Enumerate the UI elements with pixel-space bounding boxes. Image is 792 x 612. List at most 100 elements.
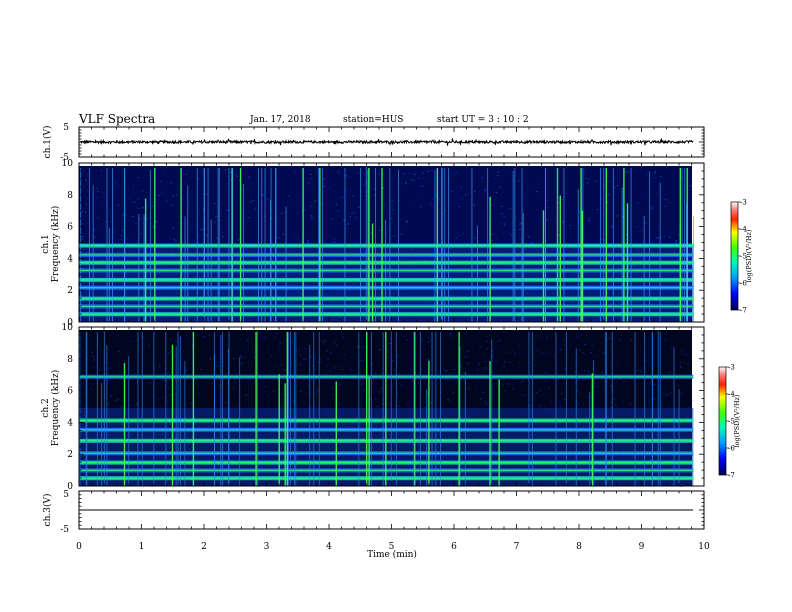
spectral-speckle [169, 379, 171, 381]
spectral-speckle [504, 216, 506, 218]
spectral-speckle [456, 232, 459, 234]
spectral-speckle [521, 242, 524, 244]
sferic-streak [290, 332, 291, 486]
sferic-streak [80, 168, 82, 322]
spectral-speckle [85, 203, 88, 205]
spectral-speckle [332, 387, 334, 389]
spectral-speckle [329, 371, 331, 373]
spectral-speckle [97, 336, 99, 338]
spectral-speckle [314, 200, 317, 202]
sferic-streak [313, 332, 315, 486]
spectral-speckle [399, 228, 402, 230]
spectral-speckle [376, 406, 378, 407]
spectral-speckle [236, 175, 238, 177]
sferic-streak [179, 336, 181, 486]
spectral-speckle [246, 394, 248, 396]
spectral-speckle [291, 341, 294, 343]
ch2-colorbar-label: log(PSD)(V²/Hz) [733, 394, 741, 447]
spectral-speckle [619, 378, 621, 380]
spectral-speckle [461, 198, 463, 200]
spectral-speckle [116, 399, 118, 401]
spectral-speckle [558, 202, 561, 204]
spectral-speckle [137, 198, 140, 200]
spectral-speckle [173, 238, 175, 240]
spectral-speckle [117, 204, 120, 206]
spectral-speckle [198, 212, 201, 214]
spectral-speckle [358, 206, 360, 208]
spectral-speckle [460, 366, 462, 368]
sferic-streak [210, 219, 212, 322]
spectral-speckle [691, 399, 693, 401]
spectral-speckle [155, 221, 158, 223]
spectral-speckle [644, 222, 647, 224]
spectral-speckle [167, 352, 170, 354]
spectral-speckle [200, 229, 202, 231]
spectral-speckle [401, 183, 403, 185]
spectral-speckle [419, 206, 422, 208]
spectral-speckle [640, 230, 643, 232]
spectral-speckle [501, 206, 503, 207]
spectral-speckle [355, 241, 358, 243]
sferic-streak [428, 360, 430, 486]
sferic-streak [575, 348, 577, 486]
sferic-streak [491, 339, 493, 486]
spectral-speckle [163, 372, 165, 374]
spectral-speckle [387, 349, 389, 351]
spectral-speckle [158, 195, 160, 196]
spectral-speckle [590, 352, 592, 354]
spectral-speckle [553, 354, 555, 356]
spectral-speckle [687, 407, 689, 409]
spectral-speckle [484, 367, 486, 369]
sferic-streak [557, 168, 559, 322]
spectral-speckle [610, 386, 612, 388]
sferic-streak [581, 210, 584, 322]
spectral-speckle [156, 237, 159, 239]
spectral-speckle [427, 341, 430, 343]
spectral-speckle [397, 355, 399, 357]
sferic-streak [218, 168, 220, 322]
sferic-streak [489, 361, 491, 486]
sferic-streak [124, 168, 126, 322]
spectral-speckle [331, 218, 333, 220]
sferic-streak [368, 377, 370, 486]
spectral-speckle [427, 358, 429, 360]
spectral-speckle [225, 219, 228, 221]
spectral-speckle [468, 388, 470, 390]
spectral-speckle [502, 216, 504, 218]
spectral-speckle [160, 192, 163, 194]
spectral-speckle [325, 373, 327, 375]
emission-band-core [79, 313, 694, 315]
ch2-ytick-label: 2 [67, 450, 73, 460]
spectral-speckle [678, 234, 680, 236]
spectral-speckle [519, 223, 521, 225]
spectral-speckle [481, 176, 483, 178]
spectral-speckle [303, 358, 305, 360]
sferic-streak [79, 332, 81, 486]
spectral-speckle [554, 217, 557, 219]
spectral-speckle [396, 404, 398, 406]
sferic-streak [521, 168, 523, 322]
spectral-speckle [177, 234, 179, 236]
spectral-speckle [665, 395, 667, 397]
spectral-speckle [516, 225, 518, 227]
spectral-speckle [164, 360, 166, 361]
spectral-speckle [616, 215, 619, 217]
spectral-speckle [569, 225, 571, 227]
spectral-speckle [175, 240, 177, 242]
time-tick-label: 5 [389, 542, 395, 552]
spectral-speckle [279, 342, 282, 344]
spectral-speckle [92, 366, 95, 368]
time-axis-tick-labels: 0 1 2 3 4 5 6 7 8 9 10 [76, 542, 710, 552]
spectral-speckle [427, 171, 430, 172]
sferic-streak [231, 168, 233, 322]
spectral-speckle [451, 191, 454, 193]
sferic-streak [580, 168, 582, 322]
spectral-speckle [225, 372, 228, 374]
spectral-speckle [225, 233, 227, 235]
spectral-speckle [243, 183, 246, 185]
spectral-speckle [382, 187, 384, 189]
spectral-speckle [190, 176, 193, 178]
spectral-speckle [222, 236, 224, 238]
spectral-speckle [91, 198, 94, 200]
spectral-speckle [546, 219, 548, 221]
